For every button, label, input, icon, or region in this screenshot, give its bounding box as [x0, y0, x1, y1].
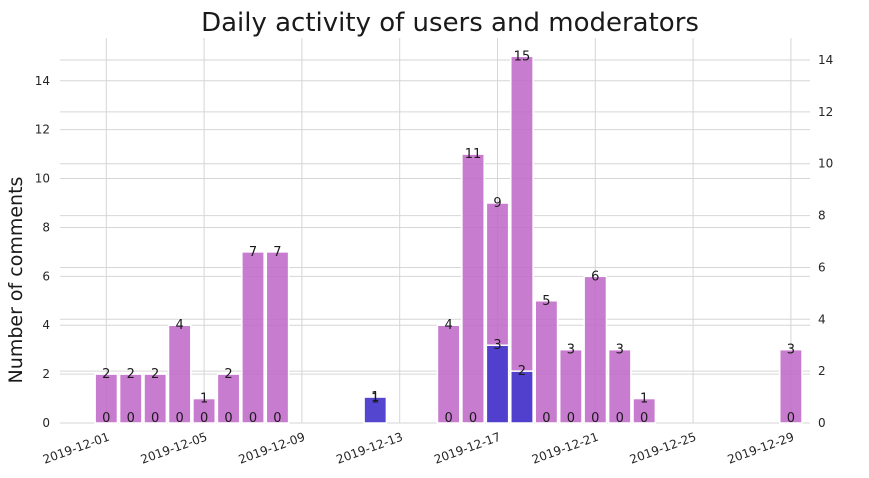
data-label-moderators: 0	[444, 411, 452, 426]
left-y-tick-label: 10	[35, 172, 50, 186]
data-label-moderators: 0	[224, 411, 232, 426]
x-tick-label: 2019-12-17	[432, 430, 502, 467]
left-y-tick-label: 2	[42, 367, 50, 381]
data-label-users: 4	[444, 318, 452, 333]
data-label-moderators: 0	[640, 411, 648, 426]
bar-users	[558, 348, 583, 424]
data-label-moderators: 0	[151, 411, 159, 426]
data-label-users: 7	[249, 245, 257, 260]
data-label-users: 15	[514, 49, 531, 64]
right-y-tick-label: 0	[818, 416, 826, 430]
x-tick-label: 2019-12-09	[237, 430, 307, 467]
data-label-users: 5	[542, 294, 550, 309]
bar-moderators	[485, 344, 510, 424]
bars	[94, 55, 803, 424]
data-label-moderators: 0	[200, 411, 208, 426]
right-y-tick-label: 2	[818, 364, 826, 378]
bar-users	[436, 324, 461, 424]
data-label-users: 4	[176, 318, 184, 333]
right-y-tick-label: 12	[818, 105, 833, 119]
data-label-users: 2	[224, 367, 232, 382]
data-label-users: 11	[465, 147, 482, 162]
data-label-moderators: 0	[469, 411, 477, 426]
data-label-moderators: 0	[273, 411, 281, 426]
bar-users	[241, 251, 265, 424]
data-label-moderators: 0	[176, 411, 184, 426]
bar-moderators	[363, 396, 388, 424]
data-label-users: 1	[640, 392, 648, 407]
bar-users	[779, 348, 803, 424]
bar-users	[632, 397, 657, 424]
x-tick-label: 2019-12-25	[628, 430, 698, 467]
x-tick-label: 2019-12-13	[334, 430, 404, 467]
data-label-users: 3	[787, 343, 795, 358]
bar-moderators	[510, 370, 534, 424]
data-label-moderators: 0	[567, 411, 575, 426]
y-axis-label: Number of comments	[5, 177, 27, 384]
right-y-tick-label: 6	[818, 260, 826, 274]
left-y-tick-label: 14	[35, 74, 50, 88]
left-y-tick-label: 6	[42, 269, 50, 283]
data-label-users: 1	[200, 392, 208, 407]
data-label-moderators: 0	[616, 411, 624, 426]
data-label-moderators: 1	[371, 390, 379, 405]
data-label-moderators: 0	[787, 411, 795, 426]
data-label-moderators: 0	[542, 411, 550, 426]
data-label-users: 9	[493, 196, 501, 211]
data-label-users: 2	[127, 367, 135, 382]
data-label-users: 3	[616, 343, 624, 358]
data-label-moderators: 2	[518, 364, 526, 379]
data-label-users: 3	[567, 343, 575, 358]
data-label-users: 7	[273, 245, 281, 260]
data-label-moderators: 0	[249, 411, 257, 426]
bar-users	[143, 373, 168, 424]
data-label-moderators: 3	[493, 338, 501, 353]
x-tick-label: 2019-12-05	[139, 430, 209, 467]
left-y-tick-label: 8	[42, 220, 50, 234]
right-y-tick-label: 8	[818, 209, 826, 223]
left-y-tick-label: 12	[35, 123, 50, 137]
data-label-users: 1	[371, 392, 379, 407]
left-y-tick-label: 4	[42, 318, 50, 332]
chart-title: Daily activity of users and moderators	[201, 8, 699, 38]
data-label-users: 6	[591, 269, 599, 284]
x-tick-label: 2019-12-01	[41, 430, 111, 467]
bar-users	[192, 397, 216, 424]
data-label-moderators: 0	[591, 411, 599, 426]
bar-users	[118, 373, 143, 424]
bar-users	[167, 324, 192, 424]
right-y-tick-label: 10	[818, 157, 833, 171]
x-tick-label: 2019-12-29	[726, 430, 796, 467]
bar-users	[583, 275, 608, 424]
bar-users	[461, 153, 485, 424]
bar-users	[265, 251, 290, 424]
bar-users	[607, 348, 632, 424]
left-y-tick-label: 0	[42, 416, 50, 430]
right-y-tick-label: 4	[818, 312, 826, 326]
data-label-users: 2	[102, 367, 110, 382]
x-tick-label: 2019-12-21	[530, 430, 600, 467]
bar-users	[94, 373, 119, 424]
data-label-moderators: 0	[127, 411, 135, 426]
bar-users	[216, 373, 241, 424]
right-y-tick-label: 14	[818, 53, 833, 67]
data-label-users: 2	[151, 367, 159, 382]
bar-users	[534, 300, 559, 424]
data-label-moderators: 0	[102, 411, 110, 426]
